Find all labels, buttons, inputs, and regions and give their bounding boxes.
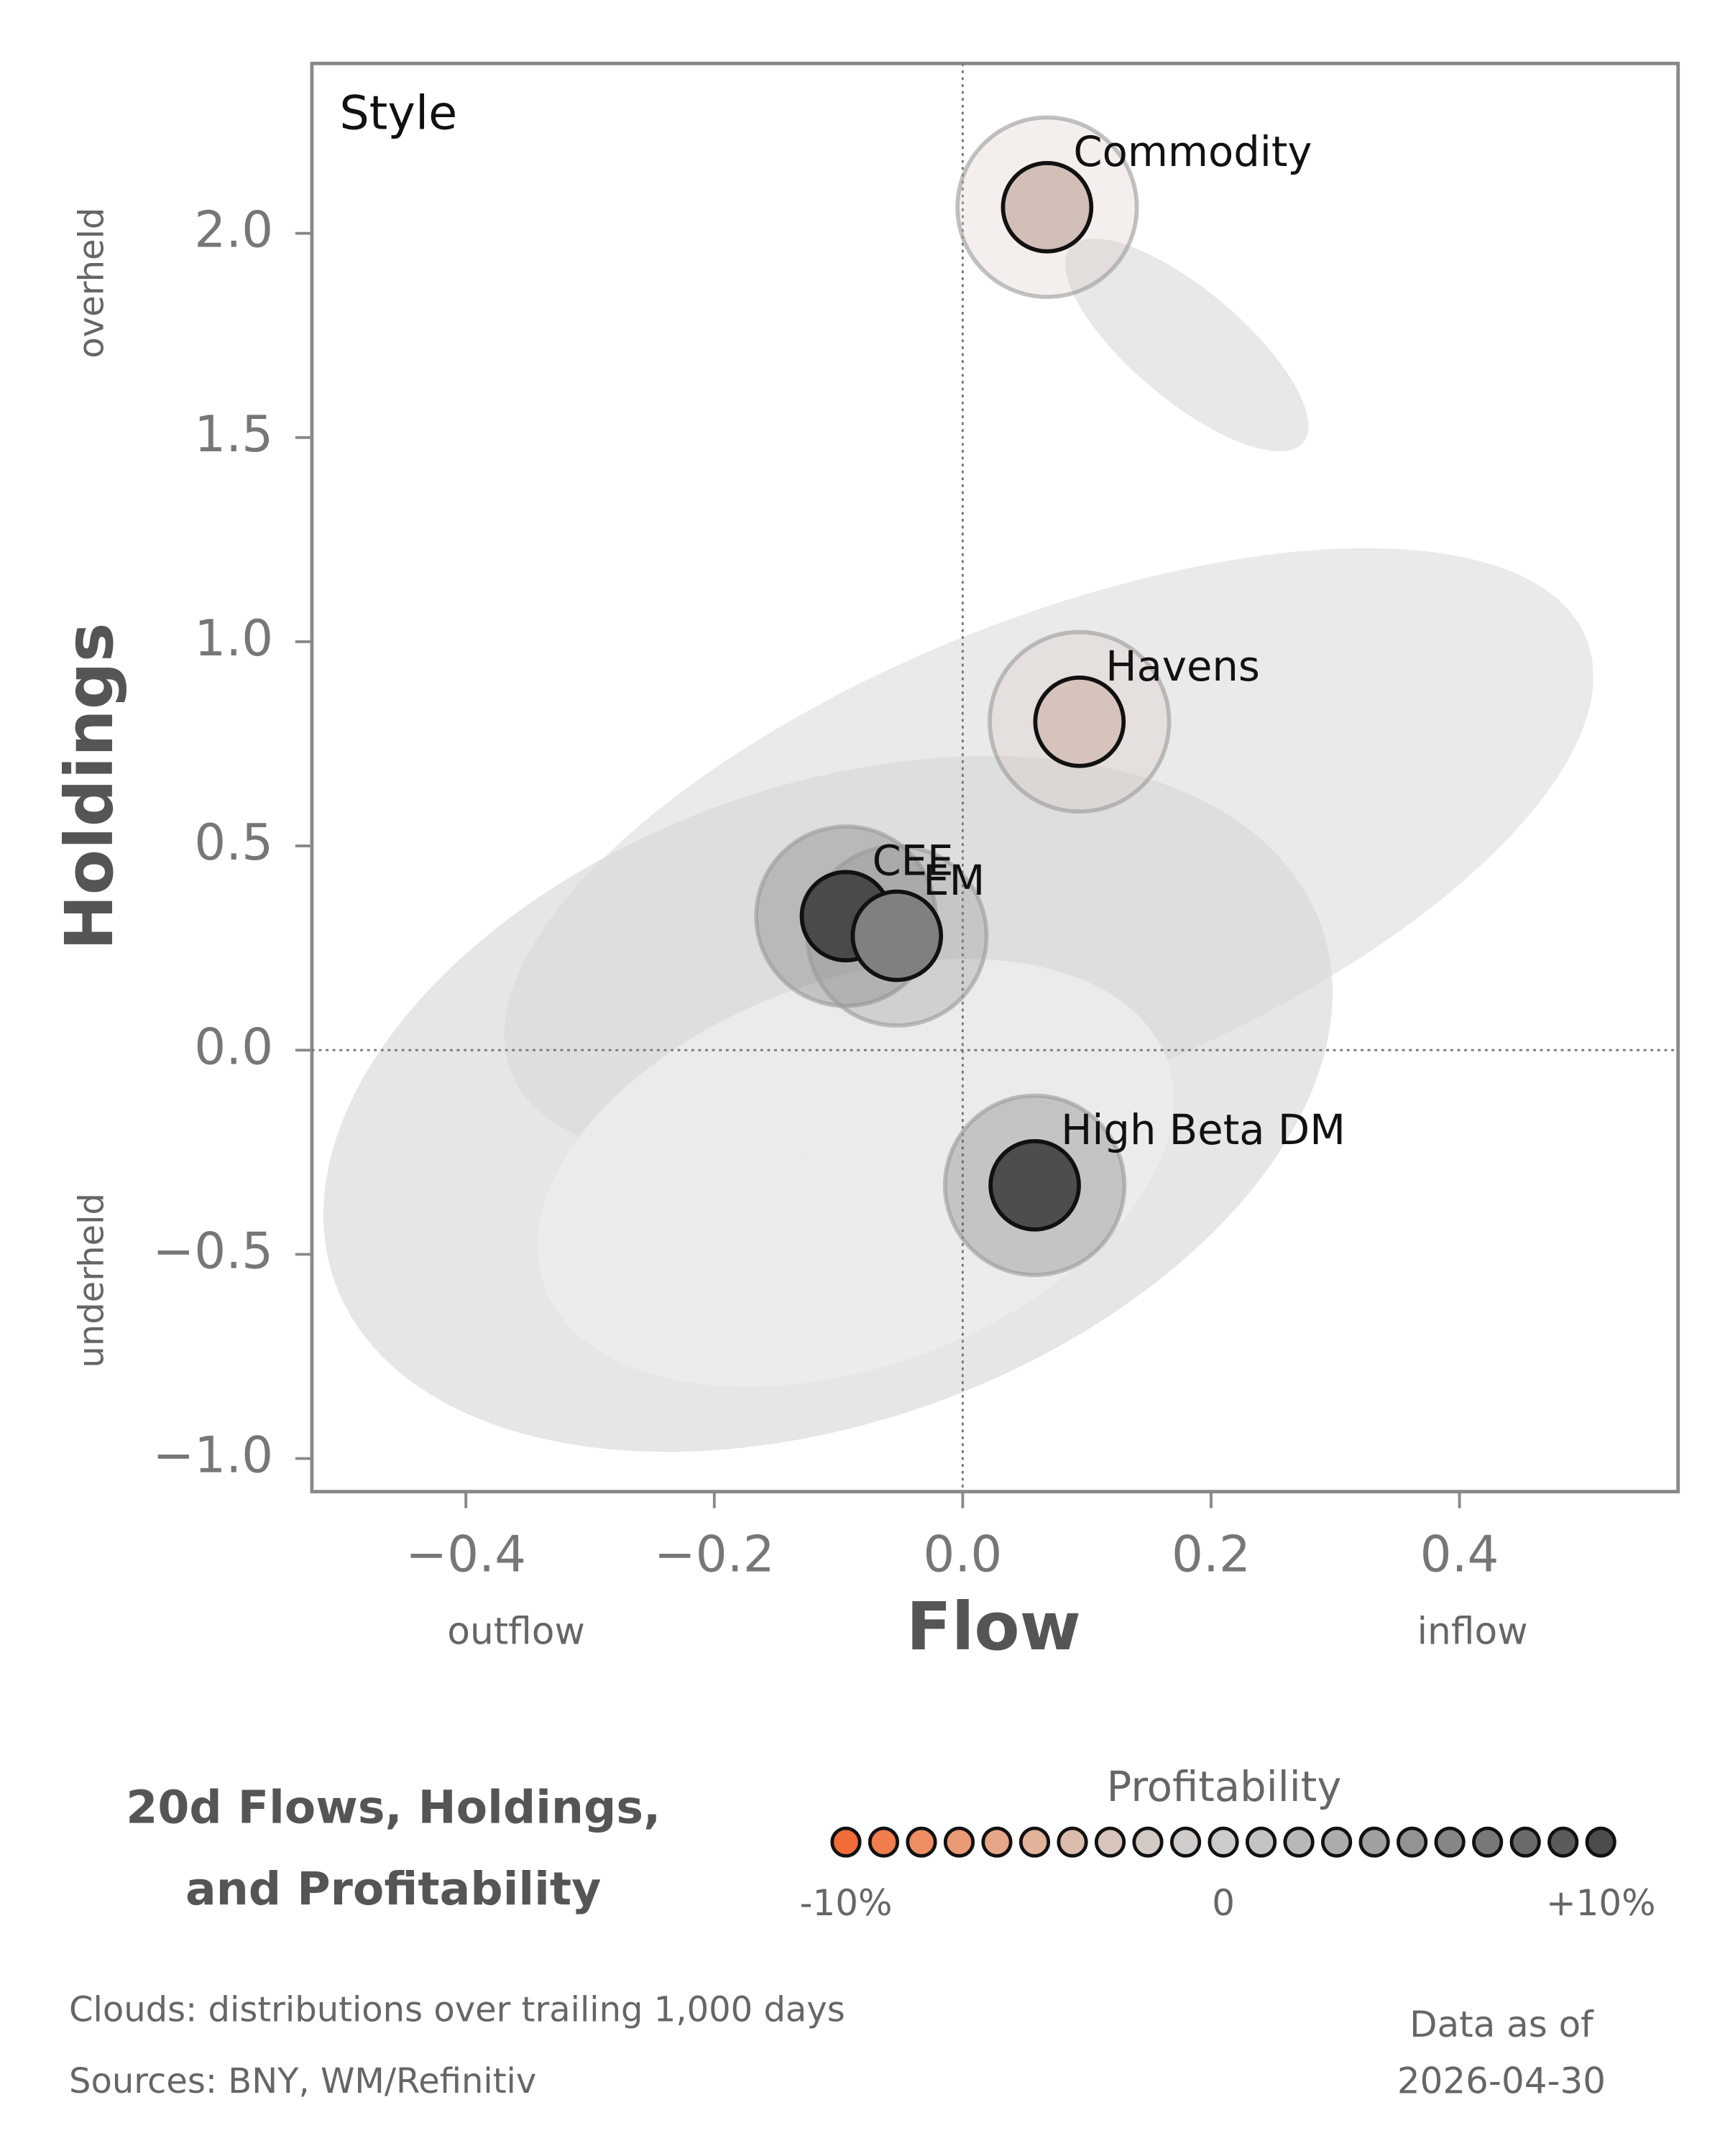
- point-label: EM: [923, 857, 985, 905]
- y-high-label: overheld: [72, 208, 112, 359]
- corner-label: Style: [339, 86, 457, 140]
- legend-swatch: [1509, 1826, 1541, 1858]
- point-label: CEE: [872, 837, 953, 885]
- point-label: Havens: [1105, 642, 1260, 691]
- legend-swatch: [1018, 1826, 1051, 1858]
- legend-swatch: [943, 1826, 975, 1858]
- cloud: [323, 239, 1593, 1452]
- legend-label: +10%: [1546, 1882, 1656, 1924]
- legend-swatch: [1397, 1826, 1428, 1858]
- x-tick-label: 0.0: [923, 1526, 1002, 1584]
- x-high-label: inflow: [1417, 1610, 1528, 1653]
- legend-swatch: [1321, 1826, 1353, 1858]
- legend-swatch: [1132, 1826, 1164, 1858]
- y-tick-label: 2.0: [194, 202, 273, 259]
- point: [850, 889, 944, 982]
- x-low-label: outflow: [447, 1610, 585, 1653]
- legend-swatch: [906, 1826, 937, 1858]
- x-tick-label: 0.4: [1420, 1526, 1499, 1584]
- y-tick-label: 0.0: [194, 1018, 273, 1076]
- legend-label: -10%: [799, 1882, 892, 1924]
- plot-frame: [310, 61, 1680, 1493]
- x-tick-label: 0.2: [1172, 1526, 1251, 1584]
- y-tick-label: 0.5: [194, 814, 273, 872]
- y-axis-label: Holdings: [50, 622, 128, 950]
- legend-swatch: [1283, 1826, 1315, 1858]
- legend-label: 0: [1212, 1882, 1235, 1924]
- point-label: Commodity: [1073, 128, 1312, 176]
- legend-swatch: [1057, 1826, 1088, 1858]
- y-tick-label: 1.5: [194, 406, 273, 464]
- legend-swatch: [1547, 1826, 1579, 1858]
- title-line: and Profitability: [185, 1862, 601, 1915]
- point-label: High Beta DM: [1061, 1106, 1346, 1154]
- legend-swatch: [1585, 1826, 1616, 1858]
- x-tick-label: −0.2: [654, 1526, 775, 1584]
- legend-swatch: [868, 1826, 900, 1858]
- footnote: Clouds: distributions over trailing 1,00…: [69, 1989, 845, 2030]
- legend-swatch: [830, 1826, 862, 1858]
- cloud-shape: [537, 959, 1174, 1387]
- legend-swatch: [1434, 1826, 1466, 1858]
- y-tick-label: −0.5: [152, 1222, 273, 1280]
- point: [988, 1139, 1081, 1232]
- cloud-shape: [1065, 239, 1309, 451]
- x-tick-label: −0.4: [405, 1526, 526, 1584]
- point: [1000, 161, 1094, 254]
- date-line: Data as of: [1409, 2004, 1594, 2045]
- legend-title: Profitability: [1107, 1763, 1342, 1811]
- legend-swatch: [1358, 1826, 1390, 1858]
- legend-swatch: [981, 1826, 1013, 1858]
- legend-swatch: [1094, 1826, 1126, 1858]
- legend-swatch: [1245, 1826, 1277, 1858]
- legend-swatch: [1472, 1826, 1504, 1858]
- legend-swatch: [1169, 1826, 1202, 1858]
- y-tick-label: −1.0: [152, 1427, 273, 1485]
- footnote: Sources: BNY, WM/Refinitiv: [69, 2061, 536, 2101]
- legend-swatch: [1208, 1826, 1239, 1858]
- date-line: 2026-04-30: [1397, 2060, 1606, 2102]
- title-line: 20d Flows, Holdings,: [126, 1781, 661, 1834]
- y-low-label: underheld: [72, 1193, 112, 1368]
- point: [1033, 676, 1126, 768]
- y-tick-label: 1.0: [194, 610, 273, 668]
- x-axis-label: Flow: [906, 1588, 1081, 1665]
